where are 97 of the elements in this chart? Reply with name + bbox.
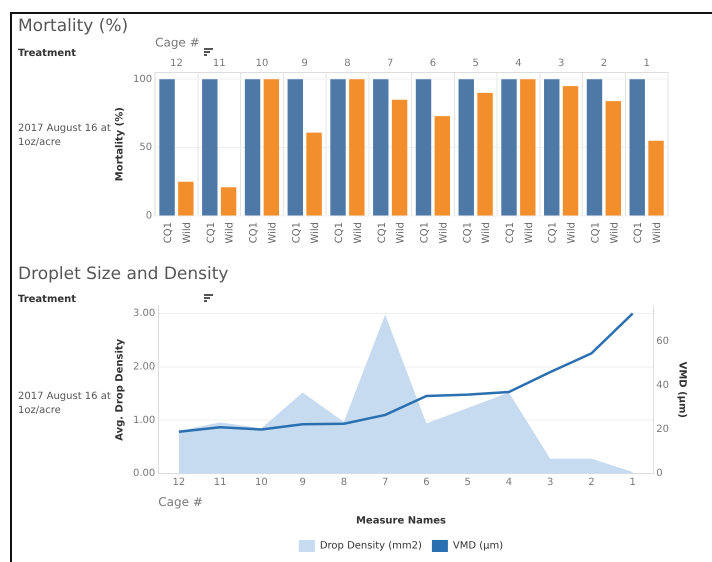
- x-tick-label: 1: [643, 58, 650, 69]
- text: CQ1: [504, 222, 516, 244]
- y-tick-label: 0.00: [133, 468, 156, 480]
- y2-tick-label: 40: [656, 380, 670, 391]
- x-tick-label: 11: [212, 58, 226, 69]
- bar: [220, 187, 236, 216]
- text: Wild: [481, 222, 492, 244]
- chart-title: Mortality (%): [18, 16, 128, 36]
- x-tick-label: 10: [256, 58, 268, 69]
- x-axis-title: Cage #: [155, 35, 200, 50]
- bar: [434, 116, 450, 216]
- text: Treatment: [18, 48, 76, 59]
- text: CQ1: [633, 222, 644, 244]
- bar: [520, 79, 536, 216]
- x-tick-label: 12: [170, 58, 183, 69]
- bar: [306, 132, 322, 216]
- bar: [373, 79, 388, 216]
- text: Wild: [182, 222, 193, 244]
- x-tick-label: 12: [172, 477, 186, 488]
- text: Wild: [609, 222, 620, 244]
- bar: [392, 100, 408, 216]
- x-tick-label: 1: [629, 477, 636, 488]
- x-tick-label: 6: [430, 58, 436, 69]
- bar: [159, 79, 175, 216]
- y-axis-title: Mortality (%): [114, 107, 126, 182]
- text: CQ1: [590, 222, 602, 244]
- bar: [416, 79, 432, 216]
- y2-tick-label: 0: [656, 468, 663, 480]
- y2-tick-label: 60: [656, 336, 670, 347]
- text: Wild: [267, 222, 278, 244]
- bar: [630, 79, 645, 216]
- text: Wild: [396, 222, 407, 244]
- bar: [264, 79, 280, 216]
- x-tick-label: 9: [302, 58, 308, 69]
- x-tick-label: 7: [382, 477, 388, 488]
- y-tick-label: 0: [146, 210, 152, 222]
- bar: [288, 79, 303, 216]
- text: Wild: [310, 222, 322, 244]
- text: CQ1: [248, 222, 260, 244]
- y2-tick-label: 20: [656, 424, 670, 436]
- legend-label: VMD (µm): [452, 540, 504, 552]
- text: CQ1: [420, 222, 431, 244]
- x-tick-label: 4: [506, 477, 512, 488]
- y2-axis-title: VMD (µm): [676, 362, 688, 418]
- bar: [244, 79, 260, 216]
- bar: [586, 79, 602, 216]
- bar: [178, 182, 194, 216]
- bar: [606, 101, 621, 216]
- text: Wild: [566, 222, 578, 244]
- x-tick-label: 6: [423, 477, 430, 488]
- text: Wild: [352, 222, 364, 244]
- text: CQ1: [462, 222, 474, 244]
- x-tick-label: 5: [472, 58, 479, 69]
- text: Wild: [524, 222, 535, 244]
- x-axis-title: Cage #: [158, 494, 203, 509]
- y-tick-label: 3.00: [133, 308, 156, 320]
- legend-label: Drop Density (mm2): [320, 540, 422, 552]
- x-tick-label: 11: [214, 477, 227, 488]
- bar: [477, 92, 493, 216]
- y-tick-label: 50: [139, 142, 152, 154]
- x-tick-label: 8: [340, 477, 348, 488]
- x-tick-label: 4: [515, 58, 522, 69]
- x-tick-label: 9: [299, 477, 306, 488]
- y-axis-title: Avg. Drop Density: [114, 338, 126, 441]
- bar: [202, 79, 218, 216]
- x-tick-label: 7: [386, 58, 394, 69]
- bar: [458, 79, 474, 216]
- y-tick-label: 1.00: [133, 414, 156, 426]
- text: CQ1: [376, 222, 388, 244]
- text: Treatment: [18, 294, 76, 305]
- legend-title: Measure Names: [356, 516, 446, 527]
- y-tick-label: 100: [132, 74, 152, 85]
- bar: [349, 79, 365, 216]
- text: Wild: [224, 222, 236, 244]
- text: CQ1: [163, 222, 174, 244]
- text: 2017 August 16 at 1oz/acre: [18, 123, 111, 148]
- text: CQ1: [291, 222, 302, 244]
- x-tick-label: 3: [558, 58, 564, 69]
- bar: [648, 140, 664, 216]
- y-tick-label: 2.00: [133, 361, 156, 372]
- x-tick-label: 10: [255, 477, 268, 488]
- text: Wild: [438, 222, 450, 244]
- x-tick-label: 8: [344, 58, 351, 69]
- text: Wild: [652, 222, 664, 244]
- text: 2017 August 16 at 1oz/acre: [18, 391, 111, 416]
- x-tick-label: 3: [546, 477, 554, 488]
- text: CQ1: [334, 222, 346, 244]
- bar: [501, 79, 517, 216]
- bar: [330, 79, 346, 216]
- text: CQ1: [206, 222, 217, 244]
- chart-title: Droplet Size and Density: [18, 264, 228, 284]
- x-tick-label: 2: [588, 477, 595, 488]
- bar: [544, 79, 560, 216]
- bar: [562, 86, 578, 216]
- text: CQ1: [548, 222, 559, 244]
- x-tick-label: 2: [600, 58, 608, 69]
- x-tick-label: 5: [464, 477, 471, 488]
